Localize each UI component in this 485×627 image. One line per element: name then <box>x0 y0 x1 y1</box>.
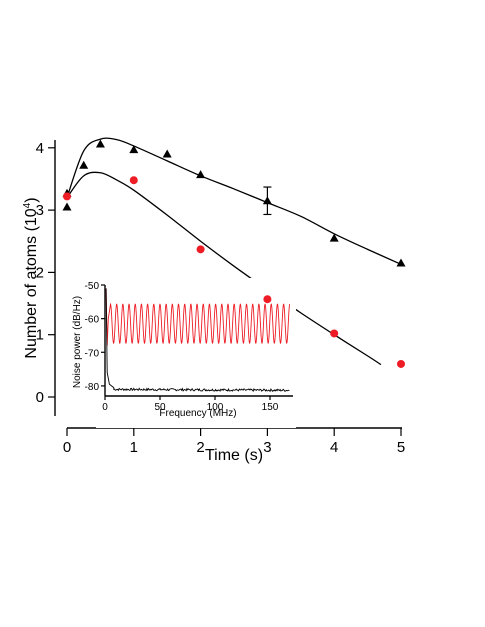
triangle-point <box>62 202 72 211</box>
x-tick-label: 5 <box>397 439 405 456</box>
triangle-point <box>129 145 139 154</box>
y-axis-title-main: Number of atoms (10 <box>23 208 40 358</box>
inset-x-tick-label: 100 <box>207 402 224 413</box>
y-axis-title-exponent: 4 <box>22 202 33 208</box>
inset-series <box>105 288 291 393</box>
y-tick-label: 4 <box>36 140 44 157</box>
circle-point <box>397 359 405 368</box>
inset-black-noise-trace <box>105 288 290 393</box>
inset-background <box>96 278 296 428</box>
triangle-point <box>329 233 339 242</box>
inset-x-axis-title: Frequency (MHz) <box>159 408 236 419</box>
y-tick-label: 3 <box>36 202 44 219</box>
y-tick-label: 1 <box>36 327 44 344</box>
x-tick-label: 1 <box>130 439 138 456</box>
y-tick-label: 0 <box>36 389 44 406</box>
triangle-point <box>162 149 172 158</box>
circle-point <box>63 192 71 201</box>
x-tick-label: 2 <box>196 439 204 456</box>
inset-y-tick-label: -50 <box>85 281 100 292</box>
inset-y-tick-label: -80 <box>85 382 100 393</box>
inset-y-tick-label: -60 <box>85 315 100 326</box>
triangle-point <box>262 196 272 205</box>
inset-red-noise-trace <box>105 288 291 346</box>
triangle-point <box>79 160 89 169</box>
y-axis-title-close: ) <box>23 197 40 202</box>
x-tick-label: 4 <box>330 439 338 456</box>
triangle-point <box>196 170 206 179</box>
inset-noise-spectrum: 0 50 100 150 -50 -60 -70 -80 Frequency (MHz) No… <box>72 278 296 428</box>
inset-ticks: 0 50 100 150 -50 -60 -70 -80 <box>85 281 279 413</box>
x-tick-label: 0 <box>63 439 71 456</box>
inset-x-tick-label: 150 <box>262 402 279 413</box>
inset-x-tick-label: 0 <box>102 402 108 413</box>
triangle-point <box>396 258 406 267</box>
x-axis-title: Time (s) <box>205 447 263 464</box>
y-tick-label: 2 <box>36 264 44 281</box>
circle-point <box>263 295 272 304</box>
data-points <box>62 139 406 368</box>
inset-y-axis-title: Noise power (dB/Hz) <box>72 296 83 388</box>
x-tick-label: 3 <box>263 439 271 456</box>
circle-point <box>196 245 205 254</box>
y-axis-title: Number of atoms (104) <box>22 197 40 358</box>
inset-y-tick-label: -70 <box>85 348 100 359</box>
circle-point <box>129 176 138 185</box>
triangle-point <box>95 139 105 148</box>
fit-curve <box>66 137 402 265</box>
inset-x-tick-label: 50 <box>154 402 166 413</box>
circle-point <box>330 329 339 338</box>
